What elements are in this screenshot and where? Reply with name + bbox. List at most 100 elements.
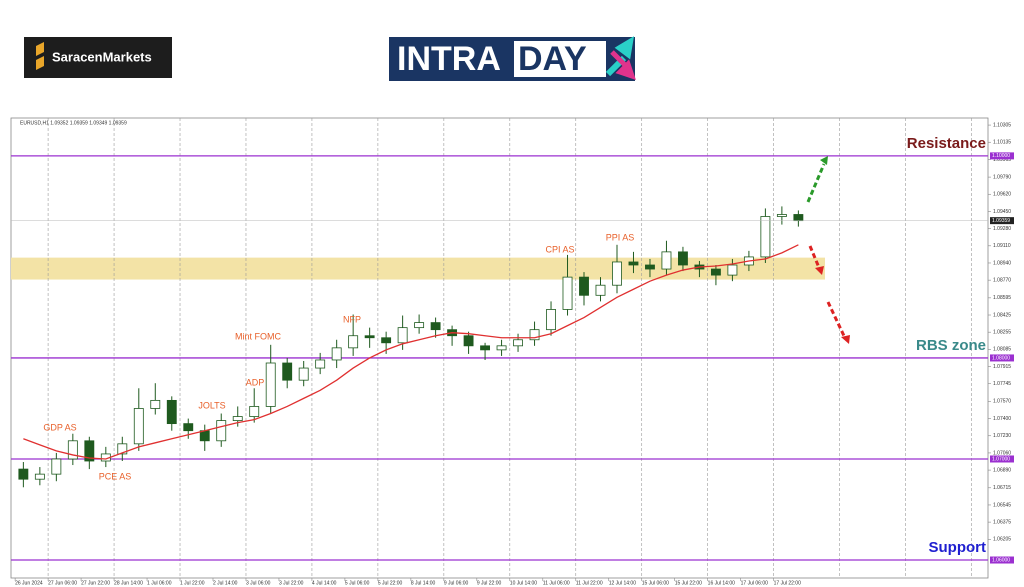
candle-body xyxy=(150,399,161,409)
candle-body xyxy=(397,327,408,344)
event-label: PCE AS xyxy=(99,471,132,481)
y-tick-label: 1.10305 xyxy=(993,122,1011,128)
x-tick-label: 11 Jul 22:00 xyxy=(576,580,603,586)
candle-body xyxy=(18,468,29,480)
candle-body xyxy=(612,261,622,286)
candle-body xyxy=(183,423,194,432)
candle-body xyxy=(67,440,78,460)
level-tag xyxy=(990,556,1014,564)
candle-body xyxy=(117,443,128,455)
arrow-up xyxy=(806,163,826,203)
x-tick-label: 3 Jul 06:00 xyxy=(246,580,271,586)
plot-frame xyxy=(10,117,989,579)
y-tick-label: 1.07745 xyxy=(993,381,1011,387)
event-label: ADP xyxy=(246,377,265,387)
y-tick-label: 1.08595 xyxy=(993,295,1011,301)
candle-body xyxy=(496,345,507,351)
y-tick-label: 1.09280 xyxy=(993,226,1011,232)
x-tick-label: 3 Jul 22:00 xyxy=(279,580,304,586)
candle-body xyxy=(529,329,540,341)
y-tick-label: 1.09620 xyxy=(993,192,1011,198)
x-tick-label: 16 Jul 14:00 xyxy=(708,580,735,586)
candle-body xyxy=(381,337,392,344)
candle-body xyxy=(562,276,573,310)
candle-body xyxy=(546,309,556,331)
candle-body xyxy=(776,214,787,217)
event-label: GDP AS xyxy=(43,422,76,432)
candle-body xyxy=(51,458,62,475)
candle-body xyxy=(760,216,771,258)
symbol-info: EURUSD,H1 1.09352 1.09359 1.09349 1.0935… xyxy=(20,120,127,126)
level-name: Support xyxy=(929,539,987,556)
intra-text: INTRA xyxy=(397,40,501,78)
x-tick-label: 2 Jul 14:00 xyxy=(213,580,238,586)
brand-icon xyxy=(36,42,44,70)
y-tick-label: 1.09965 xyxy=(993,157,1011,163)
x-tick-label: 1 Jul 22:00 xyxy=(180,580,205,586)
y-tick-label: 1.08255 xyxy=(993,330,1011,336)
intraday-arrow-down xyxy=(610,50,636,80)
level-tag xyxy=(990,354,1014,362)
arrow-down xyxy=(826,301,847,339)
y-tick-label: 1.07060 xyxy=(993,450,1011,456)
y-tick-label: 1.09450 xyxy=(993,209,1011,215)
x-tick-label: 15 Jul 06:00 xyxy=(642,580,669,586)
y-tick-label: 1.09110 xyxy=(993,243,1011,249)
x-tick-label: 9 Jul 22:00 xyxy=(477,580,502,586)
x-tick-label: 17 Jul 06:00 xyxy=(741,580,768,586)
candle-body xyxy=(216,420,227,442)
event-label: CPI AS xyxy=(545,244,574,254)
price-tag xyxy=(990,217,1014,225)
candle-body xyxy=(463,335,474,347)
candle-body xyxy=(513,339,523,347)
level-name: Resistance xyxy=(907,135,986,152)
y-tick-label: 1.06890 xyxy=(993,467,1011,473)
candle-body xyxy=(232,416,243,421)
y-tick-label: 1.06375 xyxy=(993,519,1011,525)
x-tick-label: 17 Jul 22:00 xyxy=(774,580,801,586)
plot: 1.10305 1.10135 1.09965 1.09790 1.09620 1.094… xyxy=(11,118,1014,586)
y-tick-label: 1.07400 xyxy=(993,416,1011,422)
candle-body xyxy=(364,335,375,339)
candle-body xyxy=(595,284,606,296)
candle-body xyxy=(166,399,177,425)
candle-body xyxy=(414,322,425,329)
y-tick-label: 1.08085 xyxy=(993,347,1011,353)
y-tick-label: 1.07230 xyxy=(993,433,1011,439)
candle-body xyxy=(331,347,342,361)
x-tick-label: 15 Jul 22:00 xyxy=(675,580,702,586)
day-text: DAY xyxy=(518,40,587,78)
candle-body xyxy=(579,276,589,296)
candle-body xyxy=(793,214,804,222)
arrow-down-head xyxy=(815,266,824,275)
candle-body xyxy=(645,264,655,270)
level-tag xyxy=(990,152,1014,160)
x-tick-label: 5 Jul 22:00 xyxy=(378,580,403,586)
candle-body xyxy=(133,408,144,445)
candle-body xyxy=(84,440,95,462)
level-tag xyxy=(990,455,1014,463)
x-tick-label: 4 Jul 14:00 xyxy=(312,580,337,586)
event-label: PPI AS xyxy=(606,232,635,242)
day-box xyxy=(514,41,606,77)
event-label: NFP xyxy=(343,314,361,324)
candle-body xyxy=(661,251,672,270)
y-tick-label: 1.08770 xyxy=(993,277,1011,283)
x-tick-label: 28 Jun 14:00 xyxy=(114,580,143,586)
candle-body xyxy=(315,359,326,369)
y-tick-label: 1.06545 xyxy=(993,502,1011,508)
x-tick-label: 26 Jun 2024 xyxy=(15,580,43,586)
arrow-down-head xyxy=(841,335,850,344)
x-tick-label: 11 Jul 06:00 xyxy=(543,580,570,586)
candle-body xyxy=(199,430,210,442)
x-tick-label: 1 Jul 06:00 xyxy=(147,580,172,586)
candle-body xyxy=(678,251,688,266)
candle-body xyxy=(282,362,293,381)
x-tick-label: 27 Jun 06:00 xyxy=(48,580,77,586)
arrow-down xyxy=(808,245,822,271)
candle-body xyxy=(710,268,721,276)
level-tag-label: 1.10000 xyxy=(992,153,1010,159)
x-tick-label: 10 Jul 14:00 xyxy=(510,580,537,586)
candle-body xyxy=(727,264,738,276)
